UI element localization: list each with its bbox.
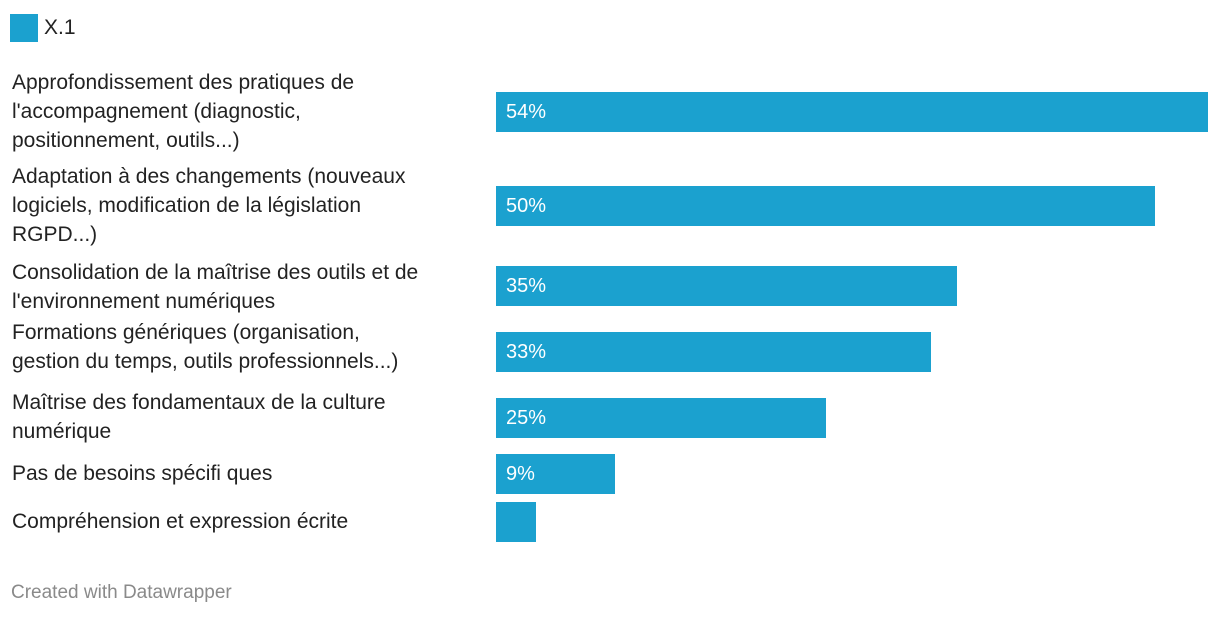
- bar-value-label: 50%: [506, 195, 547, 217]
- bar-value-label: 54%: [506, 101, 547, 123]
- category-label: Compréhension et expression écrite: [12, 510, 349, 533]
- category-label: Formations génériques (organisation, gest…: [12, 321, 399, 373]
- bar: 50%: [496, 186, 1155, 226]
- category-label: Consolidation de la maîtrise des outils …: [12, 261, 419, 313]
- bar: 54%: [496, 92, 1208, 132]
- bar: 9%: [496, 454, 615, 494]
- legend-label: X.1: [44, 16, 76, 39]
- category-label: Adaptation à des changements (nouveaux lo…: [12, 165, 406, 246]
- category-label: Maîtrise des fondamentaux de la culture n…: [12, 391, 386, 443]
- bar: 35%: [496, 266, 957, 306]
- bar-value-label: 33%: [506, 341, 547, 363]
- bar: 25%: [496, 398, 826, 438]
- legend-swatch: [10, 14, 38, 42]
- category-label: Approfondissement des pratiques de l'acco…: [12, 71, 355, 152]
- bar: 33%: [496, 332, 931, 372]
- chart-legend: X.1: [10, 14, 76, 42]
- bar-value-label: 35%: [506, 275, 547, 297]
- bar: [496, 502, 536, 542]
- bar-value-label: 9%: [506, 463, 535, 485]
- footer-credit: Created with Datawrapper: [11, 582, 232, 603]
- bar-value-label: 25%: [506, 407, 547, 429]
- category-label: Pas de besoins spécifi ques: [12, 462, 273, 485]
